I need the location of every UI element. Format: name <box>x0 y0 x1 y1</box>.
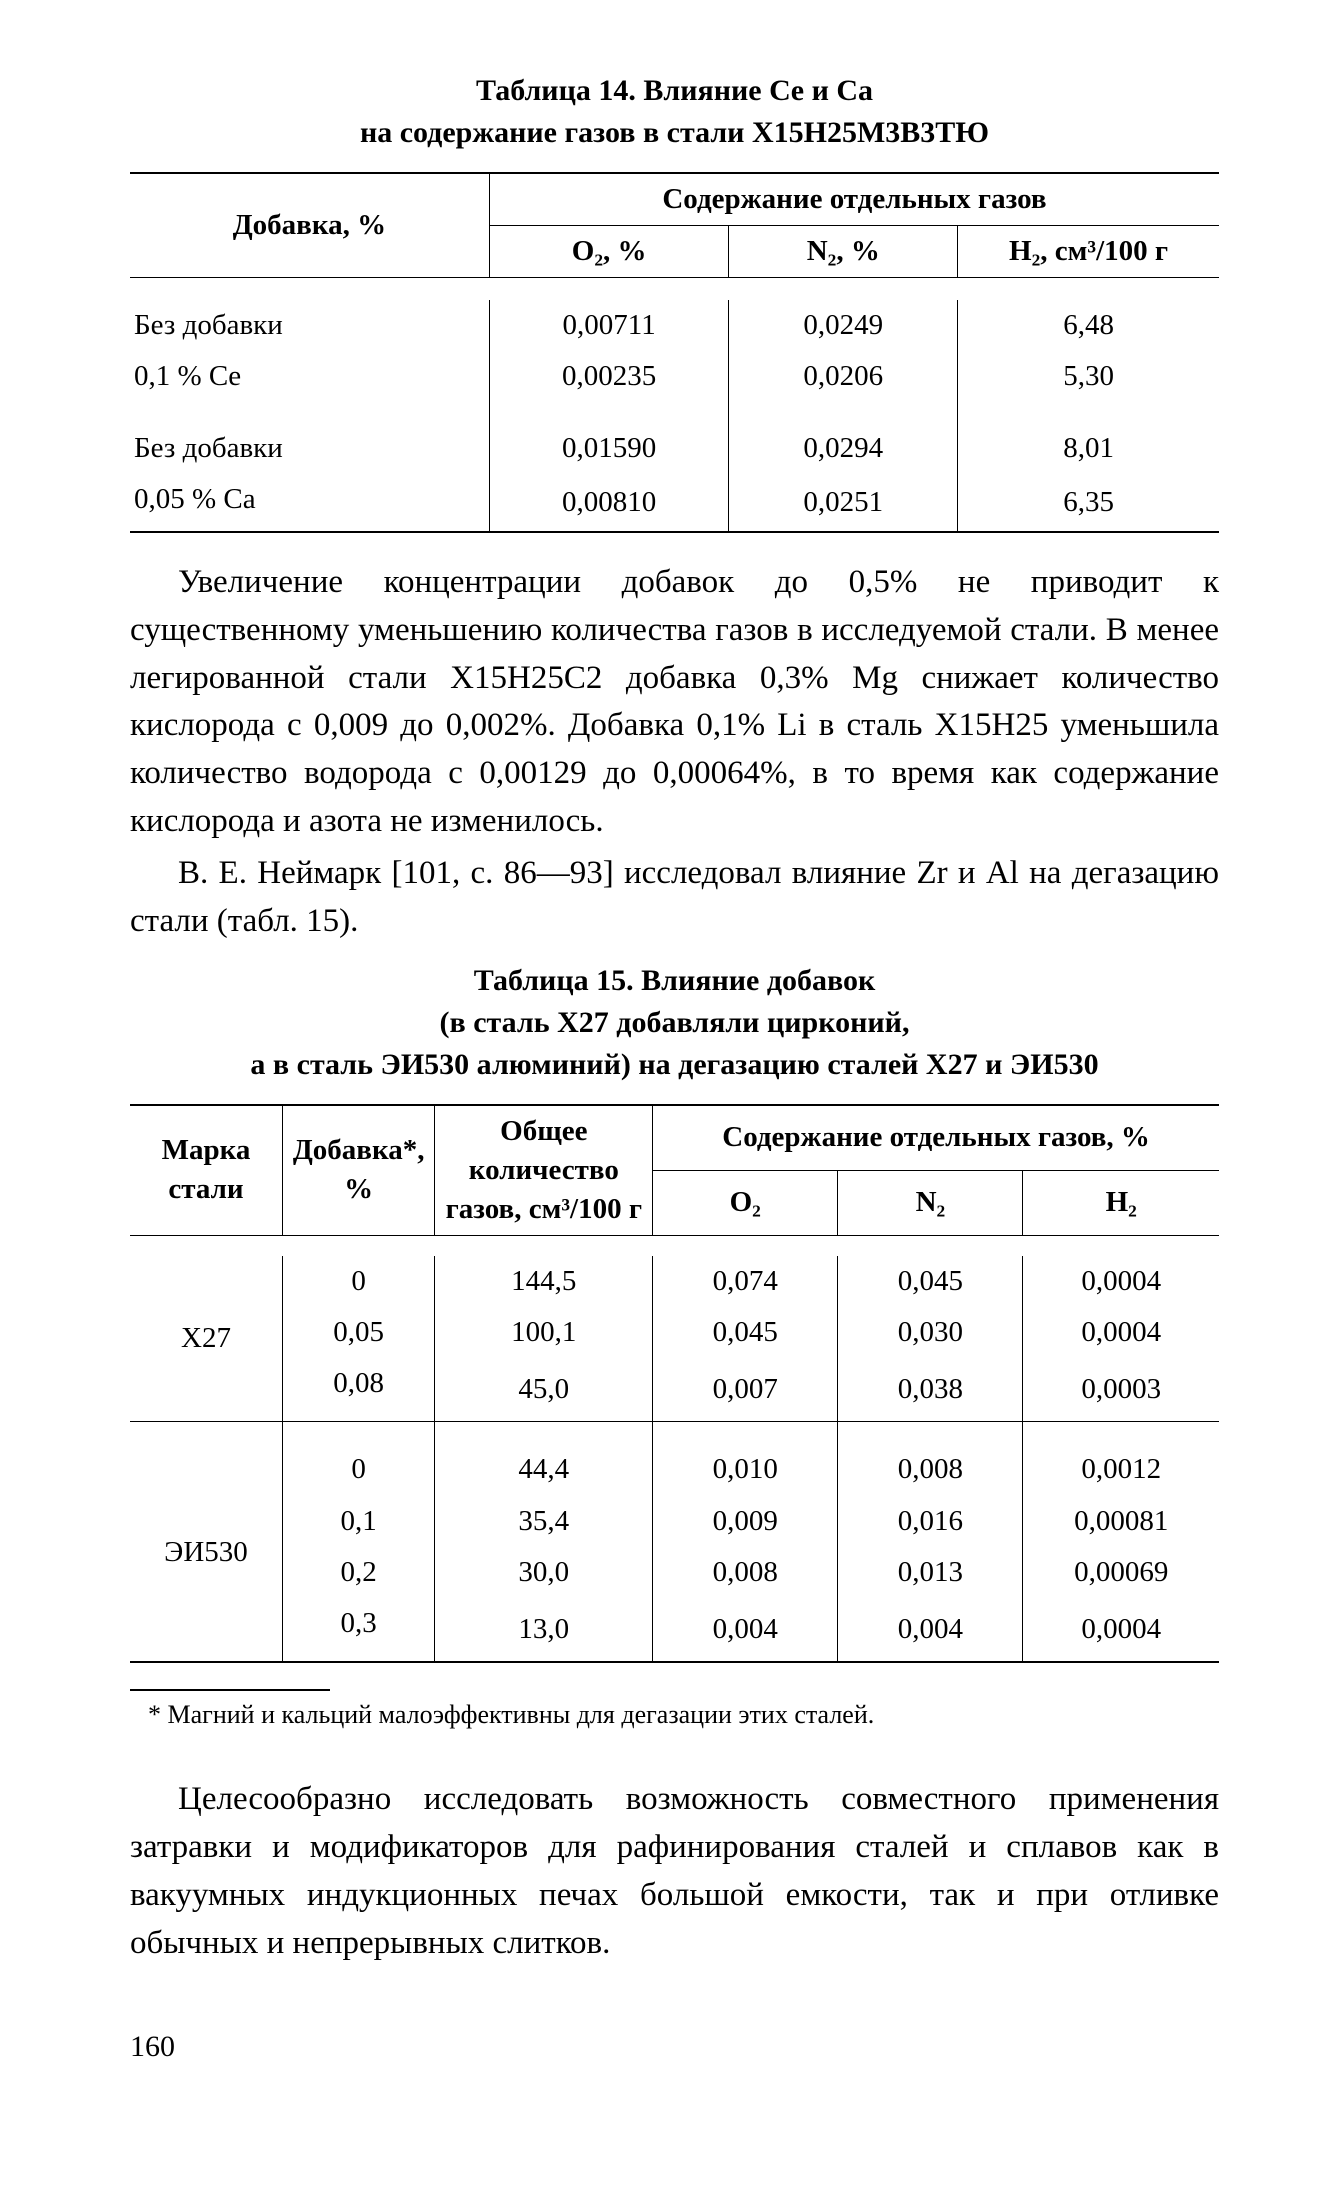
page-number: 160 <box>130 2027 1219 2068</box>
cell: 45,0 <box>435 1358 653 1422</box>
table-row: 0,05 100,1 0,045 0,030 0,0004 <box>130 1307 1219 1358</box>
cell: 0,00081 <box>1023 1496 1219 1547</box>
cell: 6,35 <box>958 474 1219 532</box>
cell: 0,00810 <box>489 474 729 532</box>
cell: 0,0003 <box>1023 1358 1219 1422</box>
cell: ЭИ530 <box>130 1444 282 1662</box>
cell: 13,0 <box>435 1598 653 1662</box>
cell: 0,010 <box>653 1444 838 1495</box>
cell: 35,4 <box>435 1496 653 1547</box>
table-row: 0,2 30,0 0,008 0,013 0,00069 <box>130 1547 1219 1598</box>
table15-h-group: Содержание отдельных газов, % <box>653 1105 1219 1171</box>
cell: 0,0251 <box>729 474 958 532</box>
cell: Без добавки <box>130 423 489 474</box>
cell: 0,0004 <box>1023 1256 1219 1307</box>
cell: 0,074 <box>653 1256 838 1307</box>
paragraph1: Увеличение концентрации добавок до 0,5% … <box>130 559 1219 846</box>
table-row: Без добавки 0,00711 0,0249 6,48 <box>130 300 1219 351</box>
table15-footnote: * Магний и кальций малоэффективны для де… <box>148 1697 1219 1732</box>
cell: 0,1 % Ce <box>130 351 489 402</box>
cell: 0,016 <box>838 1496 1023 1547</box>
table14: Добавка, % Содержание отдельных газов O₂… <box>130 172 1219 533</box>
table15-title-line1: Таблица 15. Влияние добавок <box>474 964 876 997</box>
table-row: 0,08 45,0 0,007 0,038 0,0003 <box>130 1358 1219 1422</box>
cell: 0,00235 <box>489 351 729 402</box>
table14-title-line1: Таблица 14. Влияние Ce и Ca <box>476 74 873 107</box>
cell: 0,008 <box>653 1547 838 1598</box>
table-row: ЭИ530 0 44,4 0,010 0,008 0,0012 <box>130 1444 1219 1495</box>
table14-h-additive: Добавка, % <box>130 173 489 278</box>
table14-h-n2: N₂, % <box>729 226 958 278</box>
cell: 8,01 <box>958 423 1219 474</box>
cell: 0,0294 <box>729 423 958 474</box>
cell: Х27 <box>130 1256 282 1422</box>
cell: 0,0004 <box>1023 1307 1219 1358</box>
table15-h-additive: Добавка*, % <box>282 1105 434 1236</box>
table14-title-line2: на содержание газов в стали Х15Н25М3В3ТЮ <box>360 116 989 149</box>
table14-h-h2: H₂, см³/100 г <box>958 226 1219 278</box>
table-row: 0,1 35,4 0,009 0,016 0,00081 <box>130 1496 1219 1547</box>
cell: 0,0004 <box>1023 1598 1219 1662</box>
paragraph2: В. Е. Неймарк [101, с. 86—93] исследовал… <box>130 850 1219 946</box>
table15-title-line2: (в сталь Х27 добавляли цирконий, <box>440 1006 910 1039</box>
table15-h-totalgas: Общее количество газов, см³/100 г <box>435 1105 653 1236</box>
cell: 6,48 <box>958 300 1219 351</box>
cell: 0,004 <box>653 1598 838 1662</box>
table-row: 0,3 13,0 0,004 0,004 0,0004 <box>130 1598 1219 1662</box>
cell: 0,007 <box>653 1358 838 1422</box>
table14-title: Таблица 14. Влияние Ce и Ca на содержани… <box>130 70 1219 154</box>
cell: 44,4 <box>435 1444 653 1495</box>
cell: 0,045 <box>653 1307 838 1358</box>
cell: 0,004 <box>838 1598 1023 1662</box>
cell: 0,009 <box>653 1496 838 1547</box>
table15-h-n2: N₂ <box>838 1170 1023 1235</box>
cell: Без добавки <box>130 300 489 351</box>
cell: 30,0 <box>435 1547 653 1598</box>
table-row: Без добавки 0,01590 0,0294 8,01 <box>130 423 1219 474</box>
cell: 0,01590 <box>489 423 729 474</box>
cell: 0,00069 <box>1023 1547 1219 1598</box>
table15-title: Таблица 15. Влияние добавок (в сталь Х27… <box>130 960 1219 1086</box>
cell: 0,1 <box>282 1496 434 1547</box>
table15-title-line3: а в сталь ЭИ530 алюминий) на дегазацию с… <box>250 1048 1098 1081</box>
cell: 0,038 <box>838 1358 1023 1422</box>
cell: 0,0249 <box>729 300 958 351</box>
cell: 0,05 % Ca <box>130 474 489 532</box>
cell: 0,00711 <box>489 300 729 351</box>
cell: 5,30 <box>958 351 1219 402</box>
page: Таблица 14. Влияние Ce и Ca на содержани… <box>0 0 1329 2194</box>
table15-h-o2: O₂ <box>653 1170 838 1235</box>
table14-h-group: Содержание отдельных газов <box>489 173 1219 226</box>
cell: 0,08 <box>282 1358 434 1422</box>
cell: 0,3 <box>282 1598 434 1662</box>
table-row: 0,05 % Ca 0,00810 0,0251 6,35 <box>130 474 1219 532</box>
cell: 0,0206 <box>729 351 958 402</box>
table-row: 0,1 % Ce 0,00235 0,0206 5,30 <box>130 351 1219 402</box>
cell: 100,1 <box>435 1307 653 1358</box>
cell: 0,008 <box>838 1444 1023 1495</box>
footnote-rule <box>130 1689 330 1691</box>
cell: 0 <box>282 1444 434 1495</box>
table15: Марка стали Добавка*, % Общее количество… <box>130 1104 1219 1663</box>
cell: 0,030 <box>838 1307 1023 1358</box>
paragraph3: Целесообразно исследовать возможность со… <box>130 1776 1219 1967</box>
cell: 144,5 <box>435 1256 653 1307</box>
cell: 0,045 <box>838 1256 1023 1307</box>
table14-h-o2: O₂, % <box>489 226 729 278</box>
cell: 0,2 <box>282 1547 434 1598</box>
table15-h-h2: H₂ <box>1023 1170 1219 1235</box>
cell: 0,05 <box>282 1307 434 1358</box>
cell: 0,013 <box>838 1547 1023 1598</box>
cell: 0,0012 <box>1023 1444 1219 1495</box>
table-row: Х27 0 144,5 0,074 0,045 0,0004 <box>130 1256 1219 1307</box>
cell: 0 <box>282 1256 434 1307</box>
table15-h-mark: Марка стали <box>130 1105 282 1236</box>
